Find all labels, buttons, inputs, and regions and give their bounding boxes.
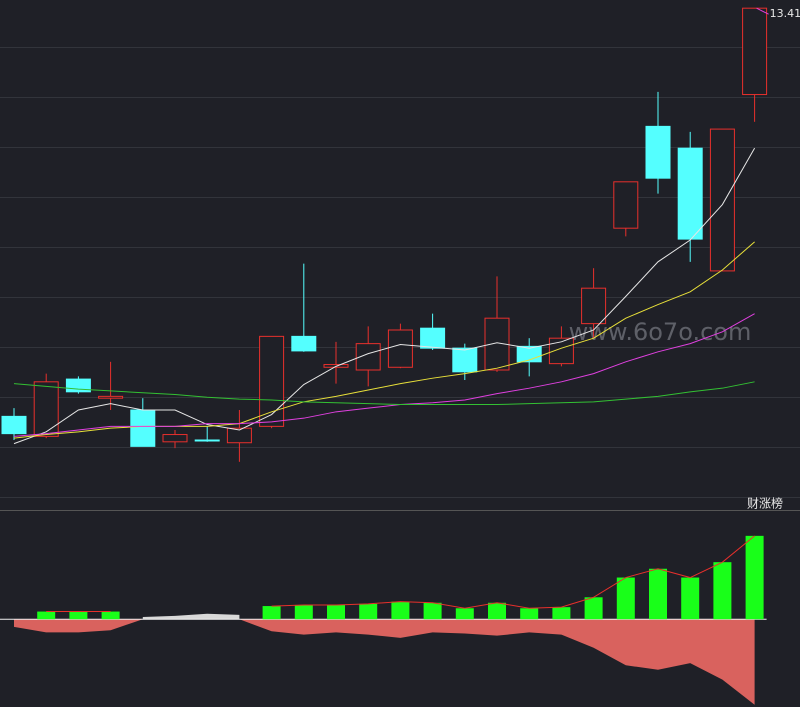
bar xyxy=(488,602,506,620)
candle-body xyxy=(98,395,124,399)
moving-average-line xyxy=(13,147,756,445)
bar xyxy=(294,604,313,620)
candle-body xyxy=(291,335,317,352)
candle-body xyxy=(194,439,220,442)
bar-top-line xyxy=(271,535,755,609)
bar xyxy=(37,611,56,620)
candle-body xyxy=(742,7,768,96)
candle-body xyxy=(709,128,735,272)
area xyxy=(14,619,755,705)
candle-body xyxy=(387,329,413,368)
bar xyxy=(391,601,410,620)
bar xyxy=(101,611,120,620)
candle-body xyxy=(33,381,59,437)
candle-body xyxy=(581,287,607,325)
bar xyxy=(69,611,88,620)
moving-average-line xyxy=(13,381,755,406)
bar xyxy=(584,597,603,620)
candle-body xyxy=(259,335,285,427)
area xyxy=(142,613,240,620)
candle-body xyxy=(130,409,156,447)
bar xyxy=(327,604,345,620)
bar xyxy=(455,608,474,620)
candle-body xyxy=(162,434,188,443)
candle-body xyxy=(613,181,639,229)
high-label: 13.41 xyxy=(770,7,800,20)
candle-body xyxy=(677,147,703,240)
moving-average-line xyxy=(13,313,755,437)
badge: 财涨榜 xyxy=(747,496,783,511)
bar xyxy=(423,602,442,620)
bar xyxy=(745,535,764,620)
bar xyxy=(359,603,378,620)
bar xyxy=(649,568,667,620)
bar xyxy=(681,577,700,620)
bar xyxy=(262,606,281,620)
candle-body xyxy=(452,347,478,373)
candle-body xyxy=(226,427,252,444)
label-arrow xyxy=(756,7,769,15)
bar xyxy=(552,607,571,620)
bar xyxy=(713,562,732,620)
bar xyxy=(616,577,635,620)
candle-body xyxy=(1,415,27,435)
bar xyxy=(520,608,539,620)
candle-body xyxy=(420,327,446,349)
candle-body xyxy=(645,125,671,179)
